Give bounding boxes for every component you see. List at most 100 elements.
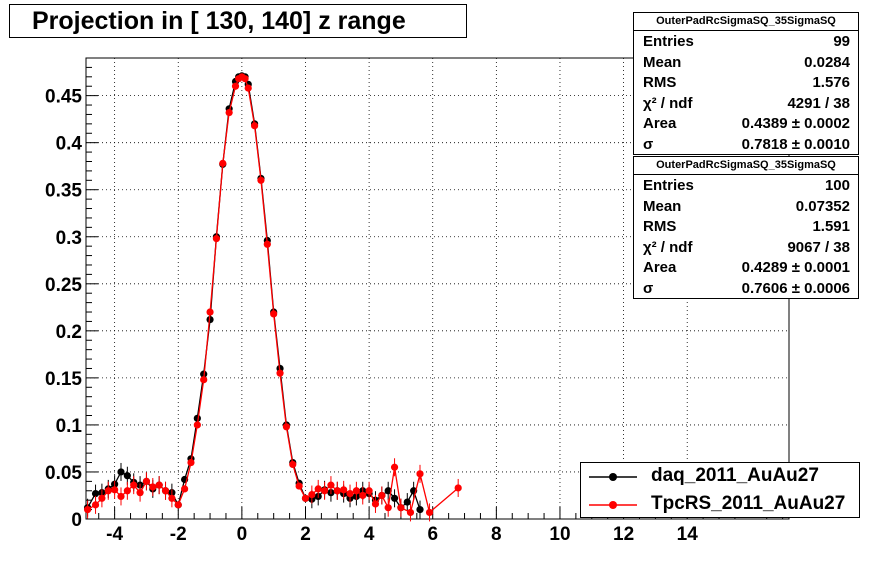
x-tick-label: -2 [170, 524, 187, 545]
data-point [206, 308, 214, 316]
data-point [200, 376, 208, 384]
x-tick-label: 10 [549, 524, 570, 545]
data-point [104, 487, 112, 495]
stats-key: RMS [643, 74, 677, 91]
stats-value: 99 [833, 33, 850, 50]
data-point [174, 501, 182, 509]
data-point [333, 487, 341, 495]
legend-marker-daq [589, 473, 637, 481]
stats-value: 0.7606 ± 0.0006 [741, 279, 850, 297]
data-point [181, 485, 189, 493]
x-tick-label: 4 [364, 524, 375, 545]
stats-row-area: Area 0.4289 ± 0.0001 [634, 257, 858, 278]
legend-label-daq: daq_2011_AuAu27 [651, 465, 819, 486]
data-point [149, 483, 157, 491]
stats-row-sigma: σ 0.7606 ± 0.0006 [634, 278, 858, 299]
stats-row-mean: Mean 0.07352 [634, 196, 858, 217]
series-line [87, 76, 459, 514]
stats-key: Mean [643, 53, 682, 71]
stats-box-tpcrs: OuterPadRcSigmaSQ_35SigmaSQ Entries 100 M… [633, 156, 859, 299]
stats-key: RMS [643, 218, 677, 235]
data-point [390, 463, 399, 471]
data-point [212, 235, 221, 243]
data-point [397, 504, 405, 512]
data-point [390, 494, 399, 502]
data-point [187, 458, 195, 467]
stats-value: 0.4289 ± 0.0001 [741, 259, 850, 276]
y-tick-label: 0 [71, 510, 82, 531]
x-tick-label: -4 [106, 524, 123, 545]
stats-value: 1.591 [812, 218, 850, 235]
data-point [384, 504, 392, 512]
stats-row-entries: Entries 100 [634, 175, 858, 196]
stats-key: σ [643, 135, 654, 153]
stats-value: 4291 / 38 [787, 94, 850, 112]
stats-row-area: Area 0.4389 ± 0.0002 [634, 113, 858, 134]
stats-header: OuterPadRcSigmaSQ_35SigmaSQ [634, 13, 858, 31]
stats-key: σ [643, 279, 654, 297]
series-line [87, 75, 421, 510]
data-point [161, 487, 170, 495]
data-point [241, 75, 249, 83]
stats-row-chi2: χ² / ndf 4291 / 38 [634, 93, 858, 114]
y-tick-label: 0.3 [56, 228, 82, 249]
stats-key: Entries [643, 177, 694, 194]
data-point [206, 315, 214, 324]
data-point [416, 505, 424, 514]
y-axis-ticks: 0 0.05 0.1 0.15 0.2 0.25 0.3 0.35 0.4 0.45 [45, 66, 98, 531]
data-point [130, 481, 138, 489]
chart-title: Projection in [ 130, 140] z range [9, 4, 467, 38]
y-tick-label: 0.1 [56, 416, 83, 437]
data-point [340, 486, 348, 494]
stats-key: χ² / ndf [643, 238, 693, 256]
data-point [425, 508, 434, 517]
data-point [406, 508, 415, 517]
x-tick-label: 2 [300, 524, 311, 545]
data-point [263, 240, 271, 248]
stats-value: 0.4389 ± 0.0002 [741, 115, 850, 132]
stats-value: 0.7818 ± 0.0010 [741, 135, 850, 153]
y-tick-label: 0.05 [45, 463, 82, 484]
data-point [352, 487, 360, 495]
data-point [123, 472, 131, 480]
data-point [136, 489, 144, 497]
stats-row-rms: RMS 1.576 [634, 72, 858, 93]
stats-value: 1.576 [812, 74, 850, 91]
data-point [403, 498, 411, 506]
stats-key: Mean [643, 197, 682, 215]
data-point [123, 487, 131, 495]
data-series [83, 72, 462, 522]
stats-row-entries: Entries 99 [634, 31, 858, 52]
x-tick-label: 12 [613, 524, 634, 545]
y-tick-label: 0.35 [45, 181, 82, 202]
data-point [308, 490, 316, 499]
x-tick-label: 6 [427, 524, 438, 545]
stats-key: Area [643, 115, 677, 132]
data-point [142, 477, 151, 485]
stats-row-rms: RMS 1.591 [634, 216, 858, 237]
legend-label-tpcrs: TpcRS_2011_AuAu27 [651, 493, 846, 514]
data-point [91, 501, 100, 509]
data-point [83, 505, 92, 514]
stats-row-chi2: χ² / ndf 9067 / 38 [634, 237, 858, 258]
data-point [320, 487, 329, 495]
y-tick-label: 0.15 [45, 369, 82, 390]
stats-value: 0.07352 [795, 197, 850, 215]
stats-box-daq: OuterPadRcSigmaSQ_35SigmaSQ Entries 99 Me… [633, 12, 859, 155]
data-point [111, 486, 119, 494]
data-point [168, 494, 176, 502]
data-point [257, 176, 265, 184]
data-point [416, 470, 424, 478]
x-tick-label: 0 [237, 524, 248, 545]
stats-key: Entries [643, 33, 694, 50]
data-point [371, 500, 380, 508]
data-point [454, 484, 462, 492]
data-point [155, 481, 163, 489]
y-tick-label: 0.25 [45, 275, 82, 296]
legend-marker-tpcrs [589, 501, 637, 509]
legend: daq_2011_AuAu27 TpcRS_2011_AuAu27 [580, 462, 860, 518]
data-point [219, 159, 227, 167]
legend-entry-daq: daq_2011_AuAu27 [581, 463, 859, 491]
data-point [117, 492, 125, 501]
